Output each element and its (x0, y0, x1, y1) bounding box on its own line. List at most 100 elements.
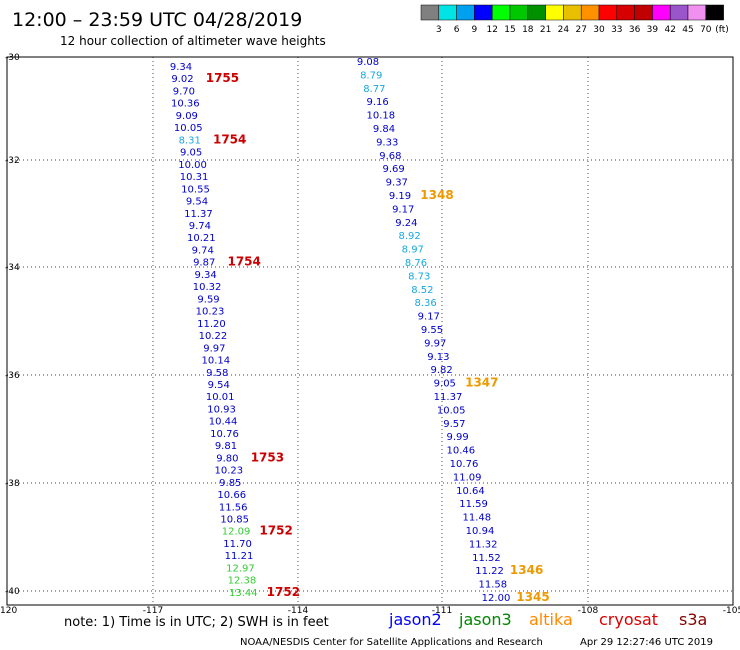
wave-height-label: 9.05 (180, 148, 202, 159)
wave-height-label: 10.23 (196, 307, 225, 318)
colorbar-label: 39 (647, 25, 659, 35)
wave-height-label: 10.05 (174, 123, 203, 134)
latitude-label: -32 (5, 156, 20, 166)
wave-height-label: 9.80 (216, 453, 238, 464)
pass-time-label: 1345 (516, 590, 549, 604)
wave-height-label: 10.18 (366, 111, 395, 122)
pass-time-label: 1755 (206, 71, 239, 85)
wave-height-label: 9.54 (208, 380, 230, 391)
colorbar-swatch (580, 4, 600, 21)
wave-height-label: 11.48 (462, 513, 491, 524)
wave-height-label: 10.76 (210, 429, 239, 440)
wave-height-label: 9.82 (430, 365, 452, 376)
altimeter-track-west: 9.349.029.7010.369.0910.058.319.0510.001… (170, 62, 300, 599)
timestamp-text: Apr 29 12:27:46 UTC 2019 (580, 637, 713, 648)
wave-height-label: 10.85 (220, 515, 249, 526)
pass-time-label: 1348 (420, 188, 453, 202)
colorbar-swatch (545, 4, 564, 21)
satellite-legend-item: jason2 (388, 610, 442, 629)
wave-height-label: 11.37 (434, 392, 463, 403)
latitude-label: -36 (5, 371, 20, 381)
wave-height-label: 10.94 (466, 526, 495, 537)
wave-height-label: 9.74 (192, 245, 214, 256)
latitude-labels: -30 -32 -34 -36 -38 -40 (5, 53, 20, 597)
colorbar-label: 21 (540, 25, 551, 35)
wave-height-label: 11.22 (475, 566, 504, 577)
satellite-legend-item: jason3 (458, 610, 512, 629)
satellite-legend: jason2 jason3 altika cryosat s3a (388, 610, 707, 629)
colorbar-label: 9 (472, 25, 478, 35)
longitude-label: -120 (0, 606, 17, 616)
wave-height-label: 9.87 (193, 258, 215, 269)
wave-height-label: 9.34 (195, 270, 217, 281)
colorbar-swatch (527, 4, 546, 21)
wave-height-label: 9.34 (170, 62, 192, 73)
longitude-label: -105 (723, 606, 740, 616)
altimeter-track-east: 9.08 8.79 8.77 9.16 10.18 9.84 9.33 9.68 9.69 9.3… (357, 57, 550, 604)
pass-time-label: 1753 (251, 450, 284, 464)
colorbar-swatch (652, 4, 671, 21)
wave-height-label: 9.13 (427, 352, 449, 363)
colorbar-swatch (420, 4, 440, 21)
wave-height-label: 8.79 (360, 70, 382, 81)
satellite-legend-item: s3a (679, 610, 707, 629)
colorbar-label: 36 (629, 25, 641, 35)
wave-height-label: 10.66 (217, 490, 246, 501)
map-grid (6, 56, 734, 606)
colorbar-label: 12 (486, 25, 497, 35)
latitude-label: -34 (5, 263, 20, 273)
wave-height-label: 9.84 (373, 124, 395, 135)
wave-height-label: 8.31 (179, 135, 201, 146)
wave-height-label: 8.73 (408, 271, 430, 282)
colorbar-label: 33 (611, 25, 622, 35)
wave-height-label: 9.09 (176, 111, 198, 122)
colorbar-swatch (634, 4, 653, 21)
wave-height-label: 10.31 (180, 172, 209, 183)
color-scale-legend: 3 6 9 12 15 18 21 24 27 30 33 36 39 42 45 70 (ft) (420, 4, 729, 35)
wave-height-label: 10.01 (206, 392, 235, 403)
wave-height-label: 9.85 (219, 478, 241, 489)
wave-height-label: 9.33 (376, 137, 398, 148)
wave-height-label: 9.54 (186, 197, 208, 208)
colorbar-label: 45 (682, 25, 693, 35)
wave-height-label: 10.05 (437, 405, 466, 416)
wave-height-label: 8.92 (398, 231, 420, 242)
wave-height-label: 11.32 (469, 539, 498, 550)
pass-time-label: 1752 (267, 585, 300, 599)
wave-height-label: 11.09 (453, 472, 482, 483)
wave-height-label: 9.74 (189, 221, 211, 232)
colorbar-swatch (563, 4, 582, 21)
wave-height-label: 9.08 (357, 57, 379, 68)
longitude-label: -111 (432, 606, 452, 616)
latitude-label: -30 (5, 53, 20, 63)
colorbar-swatch (616, 4, 635, 21)
colorbar-swatch (474, 4, 493, 21)
wave-height-label: 9.17 (418, 312, 440, 323)
wave-height-label: 11.70 (223, 539, 252, 550)
pass-time-label: 1754 (213, 132, 246, 146)
colorbar-label: 70 (700, 25, 712, 35)
longitude-label: -117 (143, 606, 163, 616)
wave-height-label: 11.21 (225, 551, 254, 562)
wave-height-label: 11.56 (219, 502, 248, 513)
wave-height-label: 10.14 (201, 356, 230, 367)
wave-height-label: 9.37 (386, 178, 408, 189)
wave-height-label: 10.21 (187, 233, 216, 244)
wave-height-label: 8.77 (363, 84, 385, 95)
wave-height-label: 10.36 (171, 99, 200, 110)
colorbar-swatch (669, 4, 689, 21)
wave-height-label: 10.64 (456, 486, 485, 497)
footer-note: note: 1) Time is in UTC; 2) SWH is in fe… (64, 615, 329, 630)
latitude-label: -38 (5, 479, 20, 489)
colorbar-label: 6 (454, 25, 460, 35)
wave-height-label: 11.52 (472, 553, 501, 564)
wave-height-label: 9.81 (215, 441, 237, 452)
colorbar-label: 15 (504, 25, 515, 35)
longitude-label: -114 (288, 606, 309, 616)
colorbar-unit: (ft) (715, 25, 729, 35)
wave-height-label: 8.76 (405, 258, 427, 269)
colorbar-swatch (438, 4, 457, 21)
colorbar-swatch (491, 4, 511, 21)
latitude-label: -40 (5, 587, 20, 597)
